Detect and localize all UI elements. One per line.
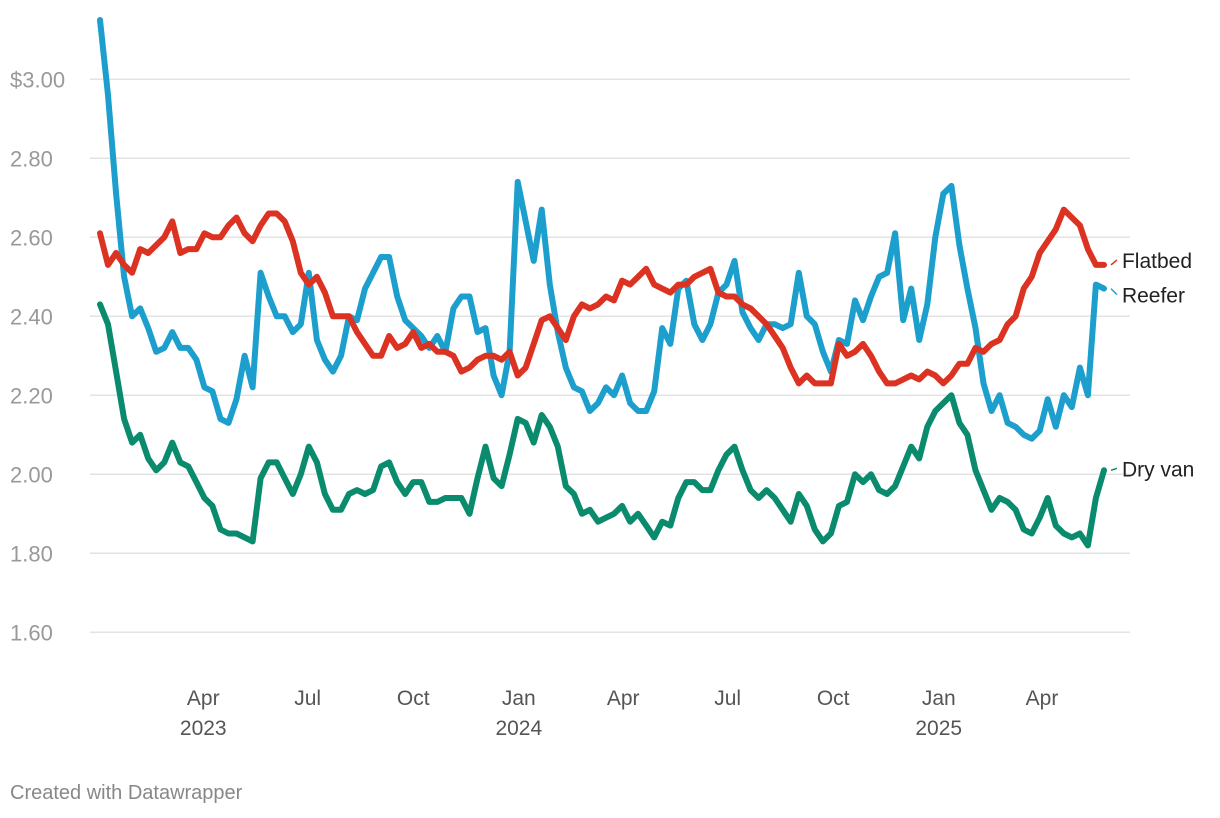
x-tick-label: Apr — [187, 687, 220, 710]
chart-svg: 1.60 1.80 2.00 2.20 2.40 2.60 2.80 $3.00 Apr 202… — [10, 17, 1194, 740]
series-label-dry-van: Dry van — [1122, 458, 1194, 481]
x-tick-label: Oct — [397, 687, 430, 710]
series-lines — [97, 17, 1107, 549]
x-tick-year-label: 2025 — [915, 717, 962, 740]
y-tick-label: 2.20 — [10, 383, 53, 408]
y-tick-label: $3.00 — [10, 67, 65, 92]
series-label-connector — [1110, 259, 1118, 266]
y-tick-label: 2.40 — [10, 304, 53, 329]
x-tick-year-label: 2024 — [495, 717, 542, 740]
series-line-flatbed — [97, 206, 1107, 387]
credit-footer: Created with Datawrapper — [10, 782, 243, 804]
series-line-reefer — [97, 17, 1107, 442]
y-tick-label: 1.80 — [10, 541, 53, 566]
x-tick-label: Jan — [502, 687, 536, 710]
y-tick-label: 1.60 — [10, 620, 53, 645]
x-tick-label: Jul — [294, 687, 321, 710]
y-tick-label: 2.60 — [10, 225, 53, 250]
y-tick-label: 2.00 — [10, 462, 53, 487]
series-label-flatbed: Flatbed — [1122, 250, 1192, 273]
x-tick-year-label: 2023 — [180, 717, 227, 740]
y-axis: 1.60 1.80 2.00 2.20 2.40 2.60 2.80 $3.00 — [10, 67, 65, 645]
series-label-connector — [1110, 288, 1118, 296]
x-tick-label: Jan — [922, 687, 956, 710]
x-tick-label: Apr — [1026, 687, 1059, 710]
x-tick-label: Apr — [607, 687, 640, 710]
series-labels: Reefer Flatbed Dry van — [1110, 250, 1194, 481]
x-axis: Apr 2023 Jul Oct Jan 2024 Apr Jul Oct Jan 2025 Apr — [180, 687, 1058, 740]
x-tick-label: Jul — [714, 687, 741, 710]
series-label-connector — [1110, 467, 1118, 472]
y-tick-label: 2.80 — [10, 146, 53, 171]
x-tick-label: Oct — [817, 687, 850, 710]
series-label-reefer: Reefer — [1122, 285, 1185, 308]
series-line-dry-van — [97, 301, 1107, 549]
